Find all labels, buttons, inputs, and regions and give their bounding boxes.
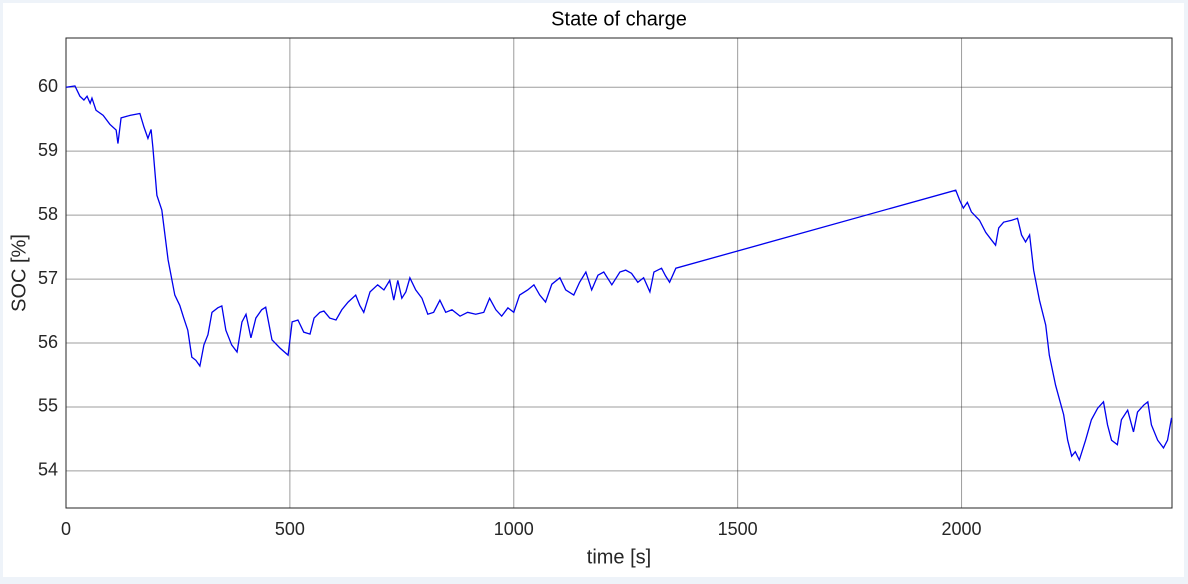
y-axis-label: SOC [%] bbox=[8, 234, 30, 312]
x-tick-label: 500 bbox=[275, 519, 305, 539]
y-tick-label: 57 bbox=[38, 268, 58, 288]
chart-title: State of charge bbox=[551, 8, 687, 30]
y-tick-label: 55 bbox=[38, 396, 58, 416]
line-series bbox=[65, 85, 1173, 462]
axes-box bbox=[65, 37, 1173, 509]
y-tick-label: 58 bbox=[38, 204, 58, 224]
y-tick-label: 54 bbox=[38, 460, 58, 480]
y-tick-label: 56 bbox=[38, 332, 58, 352]
x-axis-label: time [s] bbox=[587, 546, 651, 568]
x-tick-label: 1000 bbox=[494, 519, 534, 539]
x-tick-label: 1500 bbox=[718, 519, 758, 539]
y-tick-label: 59 bbox=[38, 140, 58, 160]
y-tick-label: 60 bbox=[38, 76, 58, 96]
x-tick-label: 0 bbox=[61, 519, 71, 539]
x-tick-label: 2000 bbox=[942, 519, 982, 539]
